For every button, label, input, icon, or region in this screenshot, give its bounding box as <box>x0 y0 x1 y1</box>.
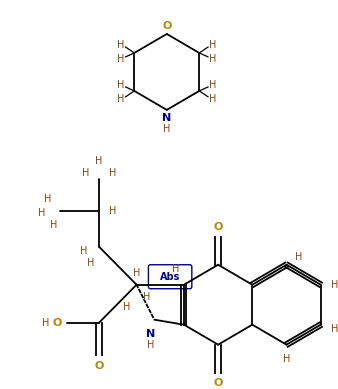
Text: N: N <box>146 329 155 339</box>
Text: H: H <box>117 54 124 64</box>
Text: H: H <box>283 354 290 364</box>
Text: H: H <box>133 268 140 278</box>
Text: H: H <box>79 246 87 256</box>
Text: H: H <box>210 80 217 90</box>
Text: H: H <box>95 156 103 166</box>
Text: H: H <box>117 80 124 90</box>
Text: H: H <box>42 318 49 328</box>
Text: H: H <box>88 258 95 268</box>
Text: H: H <box>143 292 150 302</box>
FancyBboxPatch shape <box>148 265 192 289</box>
Text: H: H <box>50 220 57 230</box>
Text: H: H <box>109 168 117 178</box>
Text: O: O <box>213 222 223 232</box>
Text: O: O <box>53 318 62 328</box>
Text: H: H <box>163 124 170 134</box>
Text: H: H <box>331 280 338 290</box>
Text: H: H <box>81 168 89 178</box>
Text: O: O <box>213 378 223 387</box>
Text: N: N <box>162 113 171 123</box>
Text: H: H <box>117 94 124 104</box>
Text: H: H <box>109 206 117 216</box>
Text: H: H <box>210 40 217 50</box>
Text: H: H <box>147 340 154 350</box>
Text: H: H <box>44 194 51 204</box>
Text: H: H <box>38 208 46 218</box>
Text: H: H <box>172 264 180 274</box>
Text: Abs: Abs <box>160 272 180 282</box>
Text: H: H <box>117 40 124 50</box>
Text: H: H <box>210 54 217 64</box>
Text: H: H <box>210 94 217 104</box>
Text: O: O <box>94 361 104 371</box>
Text: H: H <box>331 324 338 334</box>
Text: O: O <box>162 21 171 31</box>
Text: H: H <box>123 302 130 312</box>
Text: H: H <box>295 252 302 262</box>
